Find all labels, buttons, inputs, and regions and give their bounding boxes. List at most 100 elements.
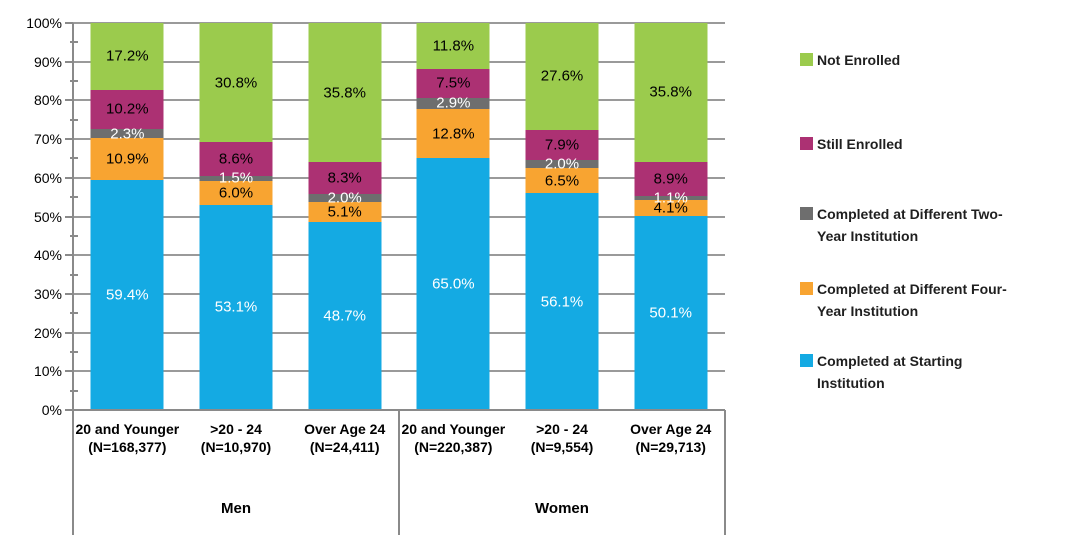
gridline: [73, 22, 725, 24]
bar-segment: 7.5%: [416, 68, 490, 98]
bar-segment: 1.5%: [199, 171, 273, 186]
y-axis-major-tick: [65, 292, 73, 295]
y-axis-major-tick: [65, 215, 73, 218]
category-label: >20 - 24 (N=10,970): [182, 420, 291, 456]
segment-value-label: 4.1%: [653, 199, 688, 217]
y-axis-minor-tick: [70, 273, 78, 276]
y-axis-minor-tick: [70, 389, 78, 392]
bar-segment: 4.1%: [634, 199, 708, 217]
y-axis-minor-tick: [70, 196, 78, 199]
legend-swatch: [800, 282, 813, 295]
segment-value-label: 6.5%: [544, 172, 580, 190]
segment-value-label: 1.1%: [653, 189, 688, 207]
segment-value-label: 65.0%: [432, 275, 475, 293]
bar-segment: 6.0%: [199, 181, 273, 205]
y-axis-major-tick: [65, 138, 73, 141]
bar-slot: 48.7% 5.1% 2.0% 8.3% 35.8%: [290, 23, 399, 410]
y-axis-line: [72, 23, 74, 535]
bar-segment: 53.1%: [199, 204, 273, 410]
legend-swatch: [800, 354, 813, 367]
bar-segment: 48.7%: [308, 221, 382, 410]
legend-item: Completed at Starting Institution: [800, 351, 1022, 394]
y-axis-minor-tick: [70, 350, 78, 353]
group-divider: [724, 410, 726, 535]
legend-label: Not Enrolled: [817, 52, 901, 68]
category-label-text: 20 and Younger (N=168,377): [75, 421, 180, 456]
legend-swatch: [800, 207, 813, 220]
bar-segment: 35.8%: [308, 23, 382, 162]
group-labels: Men Women: [73, 500, 725, 517]
bar-segment: 27.6%: [525, 23, 599, 130]
category-label-text: Over Age 24 (N=29,713): [630, 421, 712, 456]
bars-layer: 59.4% 10.9% 2.3% 10.2% 17.2% 53.1% 6.0% 1.5% 8.6…: [73, 23, 725, 410]
segment-value-label: 50.1%: [649, 304, 692, 322]
group-label: Women: [535, 500, 589, 517]
stacked-bar: 65.0% 12.8% 2.9% 7.5% 11.8%: [416, 23, 490, 410]
bar-slot: 65.0% 12.8% 2.9% 7.5% 11.8%: [399, 23, 508, 410]
segment-value-label: 2.3%: [110, 125, 145, 142]
y-tick-label: 40%: [33, 247, 62, 264]
category-label-text: Over Age 24 (N=24,411): [304, 421, 386, 456]
y-tick-label: 70%: [33, 131, 62, 148]
bar-segment: 6.5%: [525, 167, 599, 194]
bar-segment: 65.0%: [416, 158, 490, 410]
category-label: Over Age 24 (N=24,411): [290, 420, 399, 456]
group-divider: [72, 410, 74, 535]
category-labels: 20 and Younger (N=168,377) >20 - 24 (N=10,9…: [73, 420, 725, 456]
y-axis-major-tick: [65, 22, 73, 24]
y-axis-major-tick: [65, 99, 73, 102]
gridline: [73, 292, 725, 295]
segment-value-label: 6.0%: [218, 184, 254, 202]
legend-item: Still Enrolled: [800, 134, 1022, 156]
bar-slot: 50.1% 4.1% 1.1% 8.9% 35.8%: [616, 23, 725, 410]
group-divider: [398, 410, 400, 535]
bar-slot: 59.4% 10.9% 2.3% 10.2% 17.2%: [73, 23, 182, 410]
segment-value-label: 2.0%: [327, 189, 362, 207]
legend-item: Completed at Different Two-Year Institut…: [800, 204, 1022, 247]
y-tick-label: 20%: [33, 324, 62, 341]
y-axis-major-tick: [65, 60, 73, 63]
stacked-bar: 53.1% 6.0% 1.5% 8.6% 30.8%: [199, 23, 273, 410]
legend-swatch: [800, 137, 813, 150]
stacked-bar: 48.7% 5.1% 2.0% 8.3% 35.8%: [308, 23, 382, 410]
category-label: >20 - 24 (N=9,554): [508, 420, 617, 456]
y-tick-label: 50%: [33, 208, 62, 225]
segment-value-label: 8.9%: [653, 170, 688, 188]
segment-value-label: 1.5%: [218, 169, 254, 187]
stacked-bar: 50.1% 4.1% 1.1% 8.9% 35.8%: [634, 23, 708, 410]
y-tick-label: 60%: [33, 169, 62, 186]
y-tick-label: 10%: [33, 363, 62, 380]
segment-value-label: 35.8%: [649, 83, 692, 101]
bar-segment: 8.3%: [308, 161, 382, 195]
bar-segment: 1.1%: [634, 191, 708, 206]
legend-label: Completed at Different Four-Year Institu…: [817, 281, 1007, 319]
segment-value-label: 27.6%: [540, 67, 584, 85]
segment-value-label: 2.0%: [544, 155, 580, 173]
segment-value-label: 10.2%: [106, 100, 149, 118]
bar-segment: 2.0%: [525, 157, 599, 172]
y-axis-minor-tick: [70, 41, 78, 44]
category-label: 20 and Younger (N=220,387): [399, 420, 508, 456]
segment-value-label: 59.4%: [106, 286, 149, 304]
bar-segment: 17.2%: [90, 23, 164, 90]
gridline: [73, 331, 725, 334]
y-axis-minor-tick: [70, 157, 78, 160]
group-label: Men: [221, 500, 251, 517]
y-axis-minor-tick: [70, 234, 78, 237]
bar-segment: 30.8%: [199, 23, 273, 143]
segment-value-label: 7.5%: [436, 74, 471, 92]
segment-value-label: 48.7%: [323, 307, 366, 325]
gridline: [73, 138, 725, 141]
y-axis-major-tick: [65, 409, 73, 411]
stacked-bar: 56.1% 6.5% 2.0% 7.9% 27.6%: [525, 23, 599, 410]
y-axis-minor-tick: [70, 312, 78, 315]
segment-value-label: 11.8%: [432, 37, 475, 55]
gridline: [73, 176, 725, 179]
segment-value-label: 8.3%: [327, 169, 362, 187]
bar-segment: 2.9%: [416, 96, 490, 111]
legend-item: Completed at Different Four-Year Institu…: [800, 279, 1022, 322]
bar-segment: 5.1%: [308, 201, 382, 222]
gridline: [73, 370, 725, 373]
segment-value-label: 8.6%: [218, 150, 254, 168]
bar-segment: 8.6%: [199, 142, 273, 176]
